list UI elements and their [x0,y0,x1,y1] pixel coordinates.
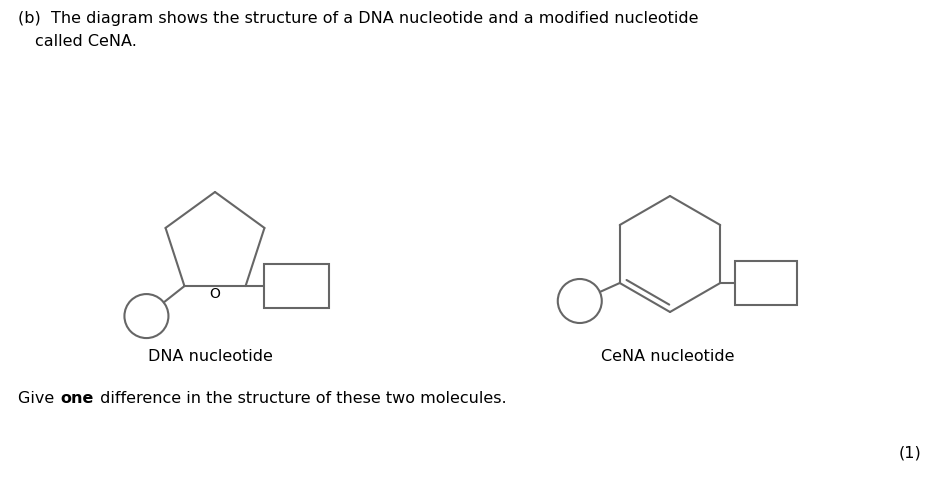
Text: DNA nucleotide: DNA nucleotide [147,349,272,364]
Text: called CeNA.: called CeNA. [35,34,137,49]
Text: CeNA nucleotide: CeNA nucleotide [601,349,734,364]
Text: O: O [209,287,221,301]
Bar [735,261,797,305]
Text: Give: Give [18,391,59,406]
Text: one: one [60,391,93,406]
Text: (1): (1) [899,446,921,461]
Bar [264,264,329,308]
Text: difference in the structure of these two molecules.: difference in the structure of these two… [95,391,507,406]
Text: (b)  The diagram shows the structure of a DNA nucleotide and a modified nucleoti: (b) The diagram shows the structure of a… [18,11,699,26]
